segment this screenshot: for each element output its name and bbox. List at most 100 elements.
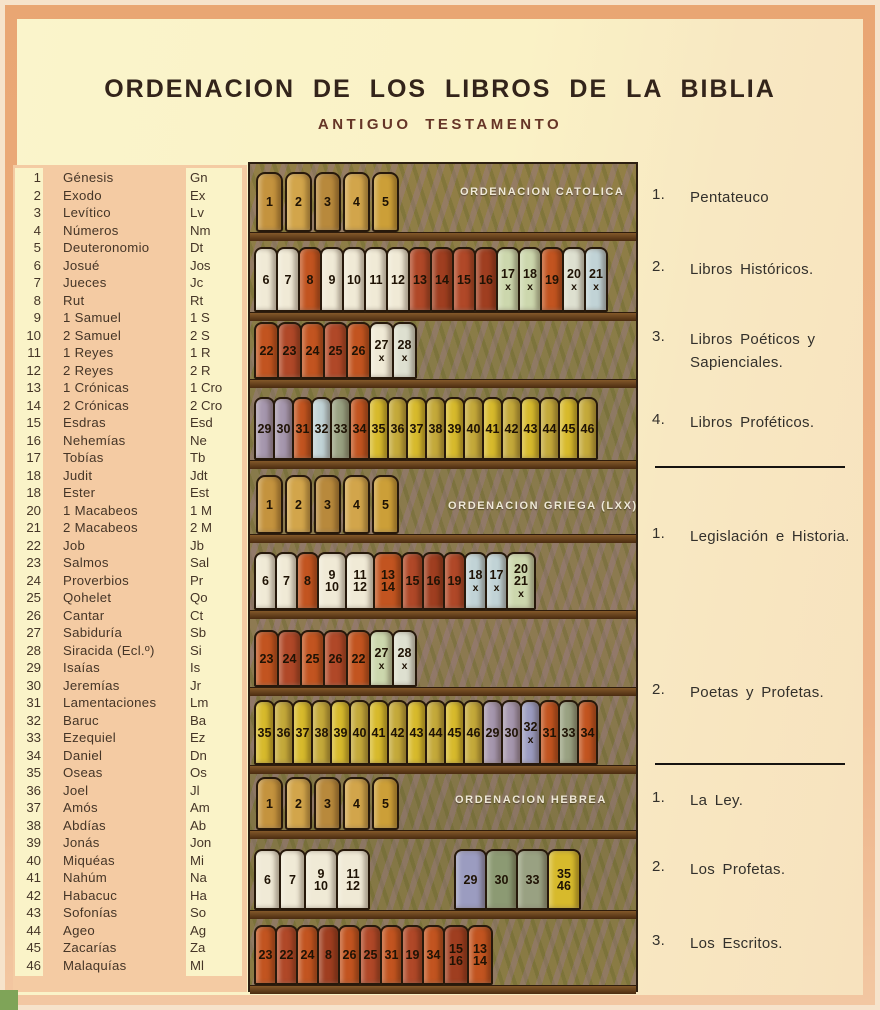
book-name: 2 Crónicas xyxy=(63,397,130,413)
book-list-row: 17 Tobías Tb xyxy=(15,449,244,467)
book-spine: 13 xyxy=(408,247,432,312)
book-spine: 44 xyxy=(539,397,560,460)
book-list-row: 20 1 Macabeos 1 M xyxy=(15,502,244,520)
shelf-board xyxy=(250,312,636,321)
book-spine-number: 15 xyxy=(449,942,463,956)
book-spine: 19 xyxy=(401,925,424,985)
book-name: Génesis xyxy=(63,170,114,186)
book-abbr: Rt xyxy=(190,292,204,308)
book-abbr: Lv xyxy=(190,205,204,221)
book-list-row: 42 Habacuc Ha xyxy=(15,887,244,905)
book-name: Isaías xyxy=(63,660,100,676)
book-spine-number: 40 xyxy=(466,421,481,436)
book-spine-number: 1 xyxy=(266,796,273,811)
book-list-row: 3 Levítico Lv xyxy=(15,204,244,222)
book-spine: 28 x xyxy=(392,322,417,379)
book-abbr: 2 M xyxy=(190,520,212,536)
book-spine-number: 11 xyxy=(346,866,360,881)
book-spine-number: 33 xyxy=(561,725,576,740)
book-spine-number: 19 xyxy=(405,948,420,962)
book-name: Habacuc xyxy=(63,887,118,903)
book-name: Deuteronomio xyxy=(63,240,150,256)
book-name: Salmos xyxy=(63,555,109,571)
book-list-row: 30 Jeremías Jr xyxy=(15,677,244,695)
book-spine: 15 16 xyxy=(443,925,469,985)
book-number: 12 xyxy=(26,362,41,378)
book-spine: 45 xyxy=(558,397,579,460)
book-list-row: 44 Ageo Ag xyxy=(15,922,244,940)
book-spine-number: 29 xyxy=(257,421,272,436)
book-spine-number: 30 xyxy=(494,872,509,887)
book-name: Exodo xyxy=(63,187,102,203)
number-strip xyxy=(15,168,43,976)
book-spine: 9 10 xyxy=(304,849,338,910)
book-spine: 8 xyxy=(298,247,322,312)
book-number: 21 xyxy=(26,520,41,536)
book-list-row: 11 1 Reyes 1 R xyxy=(15,344,244,362)
book-name: 1 Crónicas xyxy=(63,380,130,396)
book-number: 9 xyxy=(33,310,41,326)
book-abbr: Ne xyxy=(190,432,207,448)
book-name: Cantar xyxy=(63,607,105,623)
book-spine-number: 3 xyxy=(324,796,331,811)
book-name: Qohelet xyxy=(63,590,112,606)
book-number: 18 xyxy=(26,485,41,501)
book-spine-number: 32 xyxy=(314,421,329,436)
book-abbr: Jl xyxy=(190,782,200,798)
book-number: 20 xyxy=(26,502,41,518)
book-spine-number: 21 xyxy=(589,266,603,281)
book-list-row: 18 Judit Jdt xyxy=(15,467,244,485)
book-spine-number: 29 xyxy=(485,725,500,740)
book-spine-number: 44 xyxy=(542,421,557,436)
book-abbr: Jon xyxy=(190,835,212,851)
book-spine: 31 xyxy=(539,700,560,765)
book-spine-number: 46 xyxy=(557,878,571,893)
book-abbr: Za xyxy=(190,940,206,956)
book-spine-number: 22 xyxy=(351,651,366,666)
book-spine-number: 22 xyxy=(259,343,274,358)
book-spine-number: 33 xyxy=(525,872,540,887)
book-list-row: 46 Malaquías Ml xyxy=(15,957,244,975)
book-list-row: 34 Daniel Dn xyxy=(15,747,244,765)
book-spine: 7 xyxy=(275,552,298,610)
book-number: 7 xyxy=(33,275,41,291)
book-spine-number: 29 xyxy=(463,872,478,887)
book-spine: 34 xyxy=(422,925,445,985)
book-name: Jeremías xyxy=(63,677,120,693)
book-abbr: Est xyxy=(190,485,210,501)
book-spine: 14 xyxy=(430,247,454,312)
book-name: 2 Reyes xyxy=(63,362,114,378)
book-abbr: Esd xyxy=(190,415,213,431)
book-spine-number: 42 xyxy=(504,421,519,436)
book-spine-number: 26 xyxy=(328,651,343,666)
book-abbr: 1 Cro xyxy=(190,380,223,396)
book-name: Tobías xyxy=(63,450,104,466)
book-spine-number: 9 xyxy=(328,568,336,582)
book-abbr: So xyxy=(190,905,207,921)
book-spine-number: 14 xyxy=(473,954,487,968)
book-spine: 27 x xyxy=(369,322,394,379)
shelf-gap xyxy=(370,849,456,910)
book-spine-number: 42 xyxy=(390,725,405,740)
category-number: 1. xyxy=(652,789,666,806)
book-spine-number: 34 xyxy=(580,725,595,740)
shelf-board xyxy=(250,687,636,696)
book-name: Sabiduría xyxy=(63,625,123,641)
book-list-row: 40 Miquéas Mi xyxy=(15,852,244,870)
book-number: 35 xyxy=(26,765,41,781)
category-number: 2. xyxy=(652,858,666,875)
book-spine: 1 xyxy=(256,475,283,534)
book-spine: 33 xyxy=(516,849,549,910)
category-item: 2. Poetas y Profetas. xyxy=(652,681,857,704)
book-spine-number: 16 xyxy=(479,272,493,287)
book-spine: 16 xyxy=(474,247,498,312)
book-spine-number: 36 xyxy=(390,421,405,436)
book-spine-number: 20 xyxy=(567,266,581,281)
book-spine-number: 40 xyxy=(352,725,367,740)
book-abbr: 2 R xyxy=(190,362,211,378)
book-spine: 6 xyxy=(254,552,277,610)
book-list-row: 1 Génesis Gn xyxy=(15,169,244,187)
book-number: 46 xyxy=(26,957,41,973)
book-spine: 7 xyxy=(279,849,306,910)
shelf-board xyxy=(250,232,636,241)
